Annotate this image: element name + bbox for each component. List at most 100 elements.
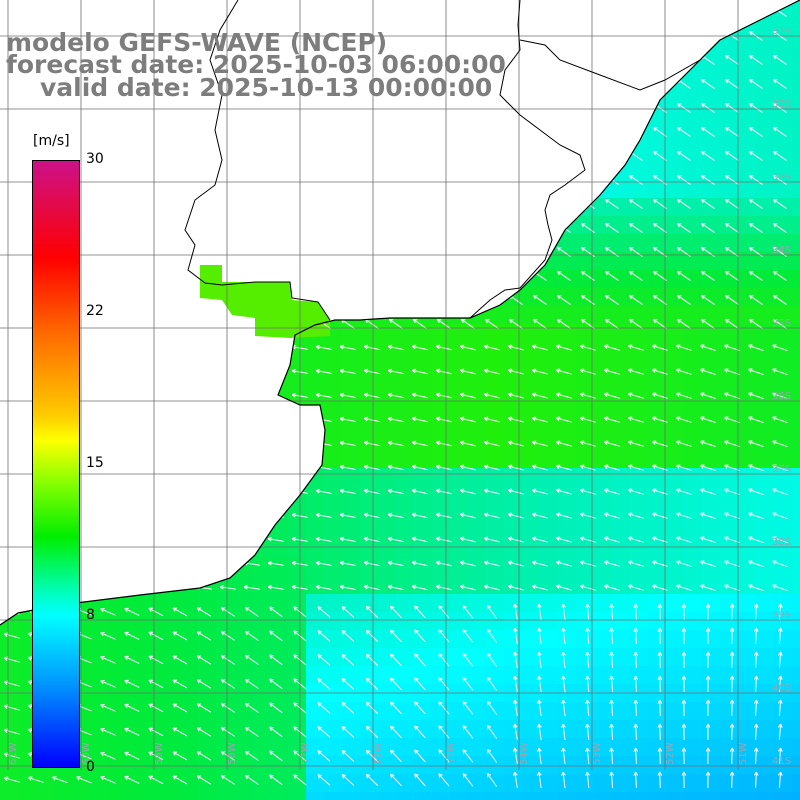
wind-speed-cell xyxy=(612,180,631,199)
wind-speed-cell xyxy=(180,360,199,379)
wind-arrow xyxy=(676,489,692,495)
wind-speed-cell xyxy=(504,126,523,145)
wind-speed-cell xyxy=(540,666,559,685)
wind-arrow xyxy=(586,675,590,693)
wind-speed-cell xyxy=(108,702,127,721)
wind-speed-cell xyxy=(288,612,307,631)
wind-speed-cell xyxy=(360,396,379,415)
wind-speed-cell xyxy=(108,468,127,487)
wind-speed-cell xyxy=(774,666,793,685)
wind-arrow-head xyxy=(148,199,152,204)
wind-speed-cell xyxy=(414,486,433,505)
wind-arrow-head xyxy=(628,319,632,324)
wind-arrow xyxy=(340,561,356,567)
wind-arrow-head xyxy=(27,442,32,446)
wind-speed-cell xyxy=(576,630,595,649)
wind-arrow-head xyxy=(724,417,728,421)
wind-speed-cell xyxy=(162,540,181,559)
wind-speed-cell xyxy=(720,270,739,289)
wind-speed-cell xyxy=(324,576,343,595)
wind-arrow xyxy=(244,442,260,446)
wind-arrow-head xyxy=(652,175,656,180)
wind-arrow-head xyxy=(27,370,32,374)
wind-arrow xyxy=(197,199,211,209)
wind-speed-cell xyxy=(90,612,109,631)
wind-arrow xyxy=(460,585,476,591)
wind-speed-cell xyxy=(396,792,415,800)
wind-speed-cell xyxy=(612,216,631,235)
wind-arrow xyxy=(412,585,428,591)
wind-arrow xyxy=(486,701,498,715)
wind-speed-cell xyxy=(738,594,757,613)
wind-speed-cell xyxy=(126,666,145,685)
wind-arrow-head xyxy=(436,127,440,132)
wind-speed-cell xyxy=(90,432,109,451)
wind-arrow-head xyxy=(293,654,298,657)
wind-speed-cell xyxy=(270,576,289,595)
wind-speed-cell xyxy=(108,792,127,800)
wind-speed-cell xyxy=(612,360,631,379)
wind-speed-cell xyxy=(108,270,127,289)
wind-arrow-head xyxy=(100,680,104,685)
wind-arrow xyxy=(725,295,739,305)
wind-speed-cell xyxy=(468,612,487,631)
wind-arrow-head xyxy=(532,344,537,347)
wind-speed-cell xyxy=(90,270,109,289)
wind-arrow-head xyxy=(3,369,8,372)
wind-speed-cell xyxy=(594,630,613,649)
wind-arrow xyxy=(724,416,740,424)
wind-speed-cell xyxy=(504,522,523,541)
wind-speed-cell xyxy=(36,0,55,19)
wind-speed-cell xyxy=(648,558,667,577)
wind-arrow xyxy=(437,199,451,209)
wind-arrow-head xyxy=(388,560,393,563)
wind-arrow-head xyxy=(435,489,440,494)
wind-arrow xyxy=(125,7,139,17)
wind-arrow-head xyxy=(555,369,560,374)
wind-arrow-head xyxy=(269,678,274,681)
wind-speed-cell xyxy=(360,432,379,451)
wind-speed-cell xyxy=(540,288,559,307)
wind-speed-cell xyxy=(252,576,271,595)
wind-speed-cell xyxy=(162,342,181,361)
wind-arrow-head xyxy=(28,199,32,204)
wind-arrow xyxy=(461,223,475,233)
wind-speed-cell xyxy=(162,144,181,163)
wind-speed-cell xyxy=(414,720,433,739)
wind-speed-cell xyxy=(324,468,343,487)
wind-arrow-head xyxy=(748,369,752,373)
wind-speed-cell xyxy=(486,414,505,433)
wind-arrow-head xyxy=(99,562,104,566)
wind-speed-cell xyxy=(108,288,127,307)
wind-arrow-head xyxy=(3,705,8,709)
wind-arrow-head xyxy=(414,629,417,635)
wind-speed-cell xyxy=(684,432,703,451)
wind-arrow-head xyxy=(196,295,200,300)
wind-arrow xyxy=(461,295,475,305)
wind-speed-cell xyxy=(684,774,703,793)
wind-speed-cell xyxy=(630,666,649,685)
wind-speed-cell xyxy=(594,90,613,109)
wind-speed-cell xyxy=(306,180,325,199)
wind-speed-cell xyxy=(126,774,145,793)
wind-arrow-head xyxy=(772,440,777,442)
wind-arrow-head xyxy=(28,295,32,300)
wind-arrow xyxy=(3,394,21,398)
wind-arrow-head xyxy=(676,393,680,397)
wind-arrow xyxy=(365,199,379,209)
wind-arrow xyxy=(677,103,691,113)
wind-speed-cell xyxy=(648,612,667,631)
wind-arrow-head xyxy=(586,699,590,704)
wind-arrow xyxy=(341,7,355,17)
wind-speed-cell xyxy=(540,774,559,793)
wind-speed-cell xyxy=(702,738,721,757)
wind-speed-cell xyxy=(540,234,559,253)
wind-speed-cell xyxy=(486,648,505,667)
wind-arrow-head xyxy=(315,584,321,588)
wind-arrow xyxy=(123,490,141,494)
wind-arrow-head xyxy=(724,79,728,84)
wind-speed-cell xyxy=(396,108,415,127)
wind-arrow-head xyxy=(366,701,371,704)
wind-speed-cell xyxy=(378,306,397,325)
wind-speed-cell xyxy=(126,288,145,307)
